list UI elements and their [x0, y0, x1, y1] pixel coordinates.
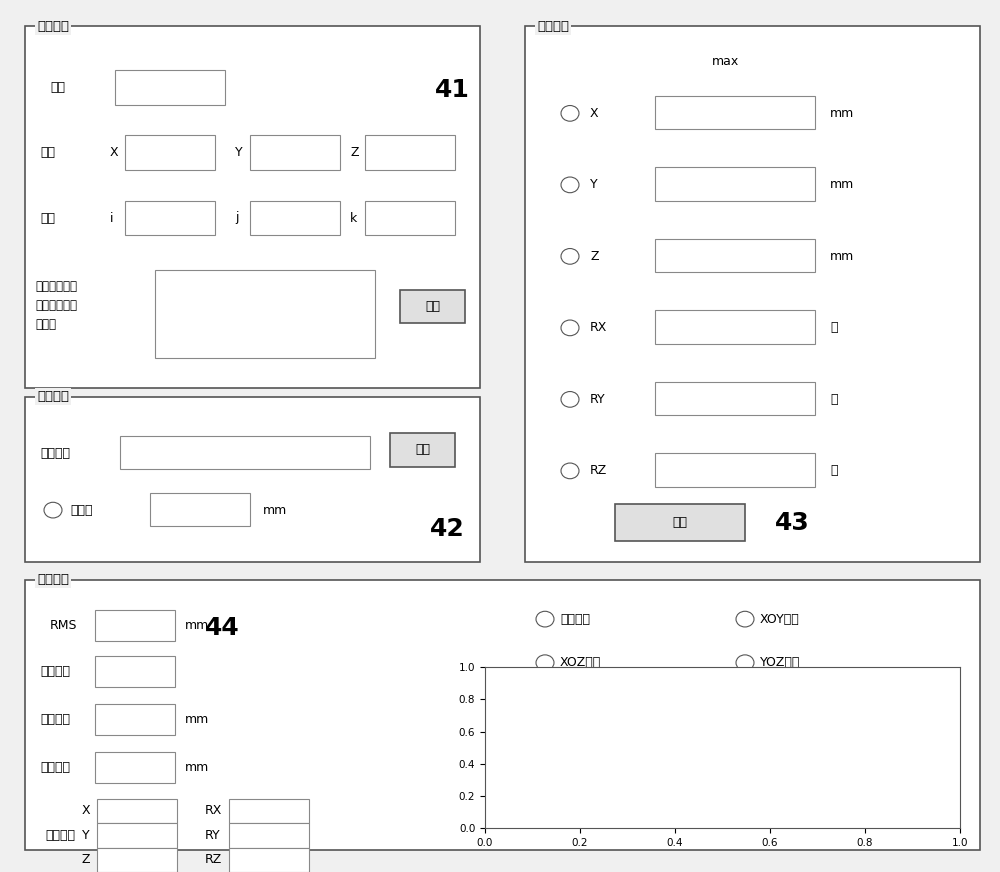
Text: Z: Z — [590, 250, 599, 262]
FancyBboxPatch shape — [365, 201, 455, 235]
FancyBboxPatch shape — [125, 135, 215, 170]
Circle shape — [44, 502, 62, 518]
Text: 实测点云: 实测点云 — [40, 447, 70, 460]
Text: XOY视图: XOY视图 — [760, 613, 800, 625]
Text: mm: mm — [263, 504, 287, 516]
Circle shape — [736, 655, 754, 671]
Text: X: X — [110, 146, 119, 159]
Circle shape — [561, 249, 579, 264]
Text: mm: mm — [830, 250, 854, 262]
Circle shape — [736, 611, 754, 627]
FancyBboxPatch shape — [97, 799, 177, 823]
Text: 41: 41 — [435, 78, 470, 103]
Text: RZ: RZ — [205, 854, 222, 866]
Circle shape — [561, 177, 579, 193]
Text: RY: RY — [590, 393, 606, 405]
Text: 焦轴: 焦轴 — [40, 212, 55, 224]
Text: mm: mm — [830, 179, 854, 191]
Text: 度: 度 — [830, 465, 838, 477]
Text: 计算结果: 计算结果 — [37, 574, 69, 586]
FancyBboxPatch shape — [120, 436, 370, 469]
Circle shape — [536, 611, 554, 627]
Text: i: i — [110, 212, 114, 224]
Text: RZ: RZ — [590, 465, 607, 477]
FancyBboxPatch shape — [95, 704, 175, 735]
Text: 焦距: 焦距 — [50, 81, 65, 93]
Text: XOZ视图: XOZ视图 — [560, 657, 601, 669]
Text: Z: Z — [350, 146, 359, 159]
Text: 度: 度 — [830, 322, 838, 334]
FancyBboxPatch shape — [400, 290, 465, 323]
Circle shape — [561, 463, 579, 479]
Text: X: X — [81, 805, 90, 817]
FancyBboxPatch shape — [525, 26, 980, 562]
FancyBboxPatch shape — [150, 493, 250, 526]
Text: max: max — [711, 55, 739, 67]
Circle shape — [561, 320, 579, 336]
Text: k: k — [350, 212, 357, 224]
FancyBboxPatch shape — [95, 610, 175, 641]
Text: mm: mm — [185, 761, 209, 773]
FancyBboxPatch shape — [655, 310, 815, 344]
FancyBboxPatch shape — [155, 270, 375, 358]
FancyBboxPatch shape — [390, 433, 455, 467]
Text: 选择: 选择 — [415, 444, 430, 456]
Text: 42: 42 — [430, 516, 465, 541]
FancyBboxPatch shape — [25, 26, 480, 388]
Text: X: X — [590, 107, 599, 119]
Text: 最小偏差: 最小偏差 — [40, 761, 70, 773]
FancyBboxPatch shape — [95, 656, 175, 687]
Circle shape — [561, 392, 579, 407]
Text: mm: mm — [830, 107, 854, 119]
Text: 补偿量: 补偿量 — [70, 504, 92, 516]
FancyBboxPatch shape — [365, 135, 455, 170]
Text: RY: RY — [205, 829, 221, 841]
FancyBboxPatch shape — [250, 201, 340, 235]
Text: 43: 43 — [775, 511, 810, 535]
FancyBboxPatch shape — [25, 397, 480, 562]
Text: Y: Y — [235, 146, 243, 159]
FancyBboxPatch shape — [229, 799, 309, 823]
FancyBboxPatch shape — [655, 239, 815, 272]
Text: 顶点: 顶点 — [40, 146, 55, 159]
Text: 变换矩阵: 变换矩阵 — [45, 829, 75, 841]
FancyBboxPatch shape — [655, 167, 815, 201]
FancyBboxPatch shape — [655, 382, 815, 415]
Text: Y: Y — [82, 829, 90, 841]
Text: Y: Y — [590, 179, 598, 191]
Text: 度: 度 — [830, 393, 838, 405]
Text: RX: RX — [205, 805, 222, 817]
Text: mm: mm — [185, 619, 209, 631]
FancyBboxPatch shape — [95, 752, 175, 783]
Text: mm: mm — [185, 713, 209, 726]
FancyBboxPatch shape — [97, 823, 177, 848]
Circle shape — [561, 106, 579, 121]
Text: 44: 44 — [205, 616, 240, 640]
Text: RX: RX — [590, 322, 607, 334]
Circle shape — [536, 655, 554, 671]
FancyBboxPatch shape — [229, 848, 309, 872]
FancyBboxPatch shape — [229, 823, 309, 848]
Text: 设计坐标系相
对工装坐标系
的关系: 设计坐标系相 对工装坐标系 的关系 — [35, 280, 77, 330]
FancyBboxPatch shape — [115, 70, 225, 105]
Text: 计算: 计算 — [672, 516, 687, 528]
FancyBboxPatch shape — [250, 135, 340, 170]
Text: 选择: 选择 — [425, 300, 440, 312]
Text: j: j — [235, 212, 239, 224]
Text: 理论数据: 理论数据 — [37, 20, 69, 32]
FancyBboxPatch shape — [125, 201, 215, 235]
Text: Z: Z — [82, 854, 90, 866]
Text: 最大偏差: 最大偏差 — [40, 713, 70, 726]
Text: YOZ视图: YOZ视图 — [760, 657, 800, 669]
Text: 三维视图: 三维视图 — [560, 613, 590, 625]
FancyBboxPatch shape — [25, 580, 980, 850]
FancyBboxPatch shape — [655, 453, 815, 487]
Text: RMS: RMS — [50, 619, 78, 631]
FancyBboxPatch shape — [655, 96, 815, 129]
FancyBboxPatch shape — [615, 504, 745, 541]
Text: 计算选项: 计算选项 — [537, 20, 569, 32]
Text: 测量点数: 测量点数 — [40, 665, 70, 678]
FancyBboxPatch shape — [97, 848, 177, 872]
Text: 实测数据: 实测数据 — [37, 391, 69, 403]
